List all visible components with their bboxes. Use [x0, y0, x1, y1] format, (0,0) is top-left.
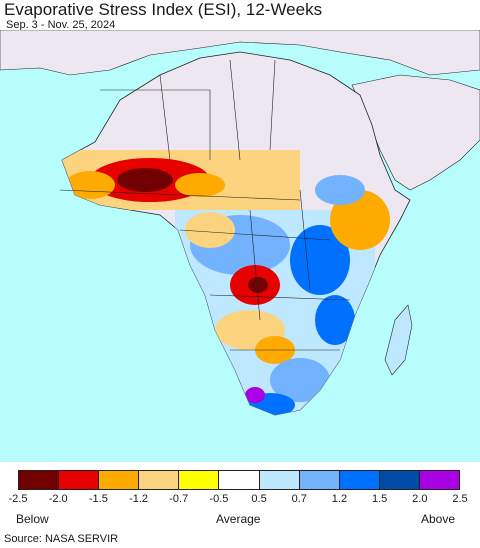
legend-swatch: [19, 471, 60, 489]
legend-tick-label: -2.5: [8, 493, 28, 505]
legend-tick-label: 1.5: [371, 493, 388, 505]
legend-swatch: [379, 471, 420, 489]
legend-tick-label: 2.0: [412, 493, 428, 505]
legend-tick-label: 1.2: [331, 493, 348, 505]
legend-swatch: [219, 471, 260, 489]
europe-landmass: [0, 30, 480, 76]
legend-tick-label: 0.5: [251, 493, 267, 505]
legend-colorbar: [18, 470, 460, 490]
legend-swatch: [139, 471, 180, 489]
legend-swatch: [179, 471, 220, 489]
map-title: Evaporative Stress Index (ESI), 12-Weeks: [4, 0, 323, 19]
legend-below-label: Below: [16, 512, 49, 526]
legend-tick-label: 2.5: [452, 493, 468, 505]
legend-tick-label: -1.2: [129, 493, 149, 505]
legend-tick-label: -1.5: [88, 493, 108, 505]
legend-tick-label: -2.0: [48, 493, 68, 505]
legend-swatch: [59, 471, 100, 489]
legend-swatch: [419, 471, 460, 489]
legend-swatch: [339, 471, 380, 489]
map-subtitle: Sep. 3 - Nov. 25, 2024: [6, 19, 116, 31]
source-credit: Source: NASA SERVIR: [4, 533, 119, 545]
legend-tick-label: -0.7: [169, 493, 189, 505]
africa-esi-map: [0, 30, 480, 462]
legend-swatch: [299, 471, 340, 489]
legend-swatch: [99, 471, 140, 489]
legend-tick-label: 0.7: [291, 493, 307, 505]
legend-tick-label: -0.5: [209, 493, 229, 505]
legend-average-label: Average: [216, 512, 261, 526]
madagascar-island: [384, 304, 413, 376]
legend-above-label: Above: [421, 512, 456, 526]
legend-swatch: [259, 471, 300, 489]
arabia-landmass: [351, 74, 480, 191]
